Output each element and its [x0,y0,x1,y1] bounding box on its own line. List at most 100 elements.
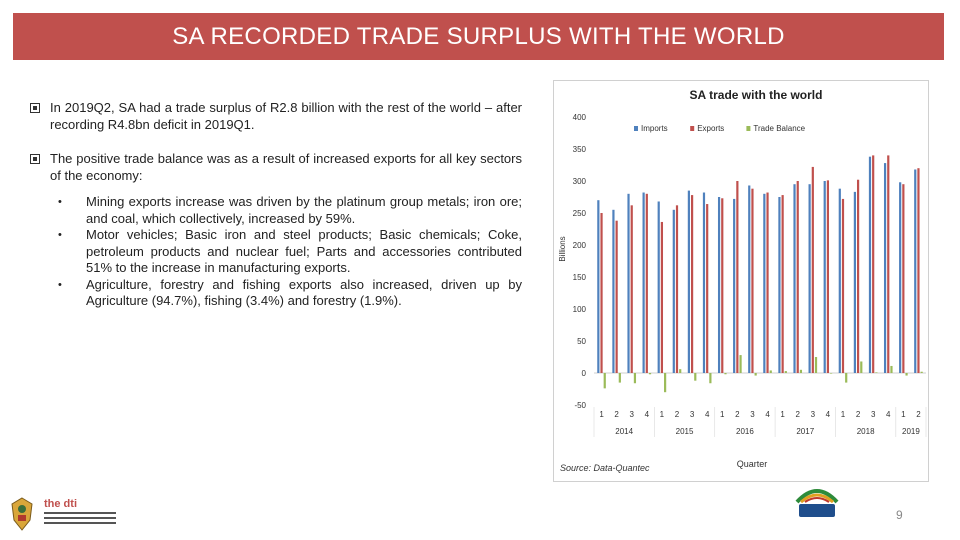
bar-imports [868,156,872,373]
x-tick-label: 3 [811,410,816,419]
page-number: 9 [896,508,903,522]
bar-exports [600,213,603,373]
bullet-1-text: In 2019Q2, SA had a trade surplus of R2.… [50,100,522,132]
bar-imports [899,182,902,373]
bar-trade-balance [664,373,667,393]
bar-exports [645,193,648,373]
x-tick-label: 3 [871,410,876,419]
bar-trade-balance [860,361,863,373]
bar-trade-balance [754,373,757,376]
bar-trade-balance [603,373,606,389]
bar-imports [612,209,615,373]
bar-exports [615,220,618,373]
bar-imports [717,197,721,373]
x-tick-label: 3 [630,410,635,419]
x-tick-label: 2 [796,410,801,419]
bar-imports [627,193,630,373]
source-note: Source: Data-Quantec [560,463,650,473]
x-tick-label: 1 [780,410,785,419]
y-tick-label: 100 [573,305,587,314]
bar-imports [853,191,856,373]
bar-trade-balance [739,355,742,373]
bar-imports [823,181,826,373]
bar-trade-balance [709,373,712,384]
bar-imports [763,193,766,373]
bar-exports [781,195,784,373]
sub-bullet-3-text: Agriculture, forestry and fishing export… [86,276,522,309]
legend-label: Exports [697,124,724,133]
text-block: In 2019Q2, SA had a trade surplus of R2.… [30,100,522,310]
bar-imports [672,209,675,373]
title-bar: SA RECORDED TRADE SURPLUS WITH THE WORLD [13,13,944,60]
bar-trade-balance [633,373,637,384]
y-tick-label: 250 [573,209,587,218]
bar-exports [887,155,890,373]
bar-imports [793,184,796,373]
checkbox-bullet-icon [30,154,40,164]
y-tick-label: -50 [574,401,586,410]
x-tick-label: 1 [660,410,665,419]
y-tick-label: 50 [577,337,586,346]
x-tick-label: 2 [856,410,861,419]
dot-bullet-icon: • [58,229,62,241]
trade-chart: SA trade with the world -50 0 50 100 150 200 25… [553,80,929,482]
bar-exports [736,181,739,373]
bar-exports [660,221,664,373]
dot-bullet-icon: • [58,278,62,291]
year-label: 2016 [736,427,754,436]
sub-bullet-2: • Motor vehicles; Basic iron and steel p… [58,227,522,277]
bar-trade-balance [875,372,878,373]
bar-imports [838,188,841,373]
y-tick-label: 400 [573,113,587,122]
bar-imports [702,192,706,373]
sub-bullet-3: • Agriculture, forestry and fishing expo… [58,277,522,310]
x-tick-label: 1 [599,410,604,419]
bar-trade-balance [799,369,803,373]
chart-svg: SA trade with the world -50 0 50 100 150 200 25… [558,88,927,469]
sub-bullet-list: • Mining exports increase was driven by … [30,194,522,310]
x-tick-label: 1 [841,410,846,419]
bar-trade-balance [784,371,787,373]
sub-bullet-1-text: Mining exports increase was driven by th… [86,194,522,226]
x-tick-label: 2 [675,410,680,419]
bar-exports [841,198,845,373]
y-tick-label: 300 [573,177,587,186]
bar-exports [721,198,724,373]
y-tick-label: 350 [573,145,587,154]
bar-exports [796,181,799,373]
y-axis-label: Billions [558,236,567,261]
bullet-2-text: The positive trade balance was as a resu… [50,151,522,183]
bar-exports [902,184,905,373]
year-label: 2019 [902,427,920,436]
year-label: 2014 [615,427,633,436]
year-label: 2018 [857,427,875,436]
bar-trade-balance [769,370,772,373]
bar-imports [733,198,736,373]
x-tick-label: 4 [826,410,831,419]
legend-swatch [746,126,751,131]
checkbox-bullet-icon [30,103,40,113]
bar-trade-balance [814,357,818,373]
bar-exports [706,204,709,373]
bar-trade-balance [890,365,893,373]
bar-trade-balance [679,369,682,373]
bar-exports [751,188,754,373]
bar-imports [914,169,917,373]
bar-imports [687,190,690,373]
coat-of-arms-icon [11,497,33,531]
bar-exports [766,192,769,373]
bar-exports [690,195,694,373]
year-label: 2017 [796,427,814,436]
y-tick-label: 200 [573,241,587,250]
x-axis-label: Quarter [737,459,768,469]
sub-bullet-1: • Mining exports increase was driven by … [58,194,522,227]
x-tick-label: 2 [735,410,740,419]
bar-trade-balance [618,373,621,383]
chart-title: SA trade with the world [690,88,823,102]
legend-label: Imports [641,124,668,133]
x-tick-label: 3 [690,410,695,419]
bar-imports [597,200,600,373]
x-tick-label: 3 [750,410,755,419]
y-tick-label: 150 [573,273,587,282]
